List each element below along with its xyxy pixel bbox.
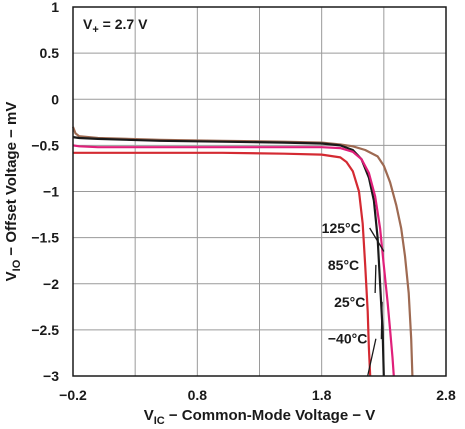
y-tick-label-3: −0.5 [31,137,59,153]
series-line-2 [72,144,395,377]
plot-frame [72,6,447,377]
supply-voltage-annotation: V+ = 2.7 V [83,16,148,36]
y-axis-label: VIO − Offset Voltage − mV [3,102,23,282]
x-axis-label: VIC − Common-Mode Voltage − V [144,407,376,427]
annotation-main: V [83,16,93,32]
y-tick-labels: 1 0.5 0 −0.5 −1 −1.5 −2 −2.5 −3 [31,0,59,384]
series-leader-2 [380,301,383,340]
y-tick-label-7: −2.5 [31,322,59,338]
annotation-sub: + [92,24,98,36]
series-leader-3 [367,338,377,377]
x-tick-label-2: 1.8 [312,387,332,403]
annotation-rest: = 2.7 V [99,16,148,32]
y-tick-label-6: −2 [43,276,59,292]
y-tick-label-8: −3 [43,368,59,384]
series-label-3: −40°C [328,331,367,347]
x-axis-label-rest: − Common-Mode Voltage − V [165,407,376,424]
x-tick-label-1: 0.8 [188,387,208,403]
grid [72,6,447,377]
series-label-0: 125°C [322,220,361,236]
series-line-3 [73,151,372,377]
y-tick-label-1: 0.5 [40,45,60,61]
series-labels: 125°C 85°C 25°C −40°C [322,220,385,377]
x-axis-label-sub: IC [154,415,165,427]
y-axis-label-sub: IO [11,259,23,271]
series-line-1 [72,136,385,377]
y-axis-label-main: V [3,271,20,281]
y-tick-label-0: 1 [51,0,59,15]
x-tick-label-3: 2.8 [436,387,456,403]
x-axis-label-main: V [144,407,154,424]
y-axis-label-rest: − Offset Voltage − mV [3,102,20,260]
series-label-2: 25°C [334,294,365,310]
series-layer [71,126,414,377]
y-tick-label-5: −1.5 [31,230,59,246]
x-tick-labels: −0.2 0.8 1.8 2.8 [59,387,456,403]
y-tick-label-4: −1 [43,184,59,200]
y-tick-label-2: 0 [51,91,59,107]
series-leader-0 [369,227,385,252]
series-leader-1 [374,264,377,293]
series-label-1: 85°C [328,257,359,273]
x-tick-label-0: −0.2 [59,387,87,403]
